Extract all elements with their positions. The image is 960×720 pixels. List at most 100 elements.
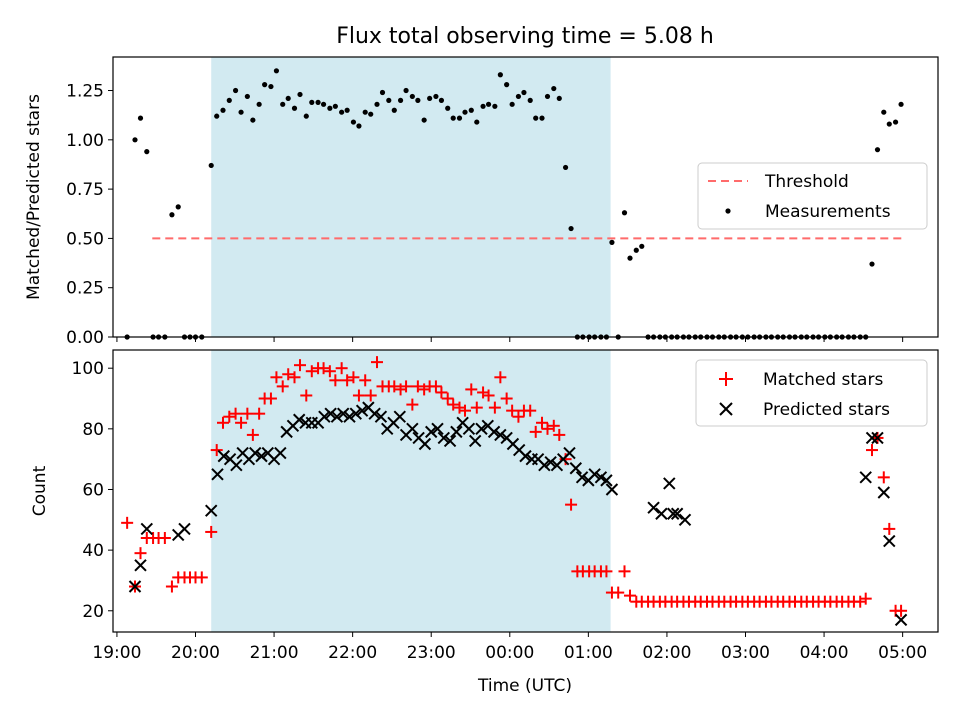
measurement-point [320,101,327,107]
measurement-point [892,119,899,125]
matched-star-point [494,371,507,384]
bottom-x-tick-label: 23:00 [407,643,456,663]
measurement-point [368,111,374,117]
predicted-star-point [134,559,147,572]
predicted-star-point [330,410,344,423]
measurement-point [208,162,214,169]
measurement-point [421,117,427,123]
measurement-point [609,239,615,245]
measurement-point [379,89,386,96]
matched-star-point [270,371,283,384]
matched-star-point [335,362,348,375]
predicted-star-point [393,410,406,423]
matched-star-point [441,392,454,405]
top-shaded-region [211,57,611,337]
matched-star-point [536,416,548,429]
measurement-point [175,204,181,210]
measurement-point [339,109,345,115]
measurement-point [450,115,456,121]
matched-star-point [895,604,908,617]
measurement-point [297,91,303,98]
measurement-point [627,255,633,261]
predicted-star-point [575,471,589,484]
top-y-ticks: 0.00 0.25 0.50 0.75 1.00 1.25 [66,82,113,348]
top-y-axis-label: Matched/Predicted stars [24,94,44,300]
matched-star-point [618,565,631,578]
matched-star-point [323,365,336,378]
predicted-star-point [140,522,153,536]
matched-star-point [600,565,613,578]
bottom-y-tick-label: 80 [82,420,104,440]
bottom-shaded-region [211,350,611,632]
top-y-tick-label: 1.00 [66,131,104,151]
predicted-star-point [871,431,884,445]
matched-star-point [371,356,383,369]
measurement-point [433,93,439,100]
matched-star-point [624,589,636,602]
predicted-stars-points [128,401,908,627]
measurement-point [881,109,887,115]
matched-star-point [264,392,277,405]
measurement-point [480,103,486,109]
predicted-star-point [450,425,463,439]
predicted-star-point [205,504,218,517]
predicted-star-point [293,413,306,426]
bottom-x-tick-label: 01:00 [564,643,613,663]
legend-measurements-swatch [725,208,731,214]
measurement-point [539,115,545,121]
matched-star-point [195,571,208,584]
top-legend: Threshold Measurements [697,162,928,230]
matched-star-point [406,398,419,411]
measurement-point [238,109,244,115]
legend-measurements-label: Measurements [765,202,891,222]
measurement-point [356,123,362,129]
measurement-point [332,103,338,109]
bottom-y-tick-label: 100 [72,359,104,379]
matched-star-point [246,428,259,441]
predicted-star-point [431,422,444,436]
measurement-point [315,99,321,105]
measurement-point [898,101,904,107]
bottom-y-tick-label: 40 [82,541,104,561]
bottom-y-ticks: 20 40 60 80 100 [72,359,113,622]
matched-star-point [559,453,572,466]
measurement-point [527,97,533,103]
measurement-point [427,95,433,102]
matched-star-point [854,595,867,608]
predicted-star-point [128,580,142,593]
predicted-star-point [318,410,331,423]
matched-star-point [341,374,354,387]
measurement-point [132,137,138,143]
measurement-point [350,119,357,125]
legend-predicted-swatch [719,402,733,416]
matched-star-point [121,516,134,529]
bottom-panel: 20 40 60 80 100 19:00 20:00 21:00 22:00 23:00 00:… [30,349,939,696]
matched-star-point [241,407,254,420]
matched-star-point [500,392,513,405]
predicted-star-point [418,437,432,451]
matched-star-point [512,410,525,423]
matched-star-point [411,380,424,393]
matched-star-point [317,362,330,375]
bottom-y-tick-label: 60 [82,480,104,500]
bottom-y-axis-label: Count [30,465,50,516]
predicted-star-point [655,507,668,520]
measurement-point [291,105,298,111]
matched-star-point [529,425,542,438]
matched-star-point [435,386,448,399]
measurement-point [415,97,421,103]
measurement-point [492,103,498,109]
measurement-point [445,105,451,111]
predicted-star-point [605,483,619,496]
matched-star-point [282,368,295,381]
measurement-point [397,97,404,103]
matched-star-point [364,389,377,402]
bottom-axes-frame [112,349,939,633]
predicted-star-point [670,507,684,520]
top-panel: 0.00 0.25 0.50 0.75 1.00 1.25 Matched/Predict… [24,56,939,348]
measurement-point [504,82,510,88]
predicted-star-point [859,471,872,484]
predicted-star-point [487,425,501,439]
matched-star-point [488,401,501,414]
